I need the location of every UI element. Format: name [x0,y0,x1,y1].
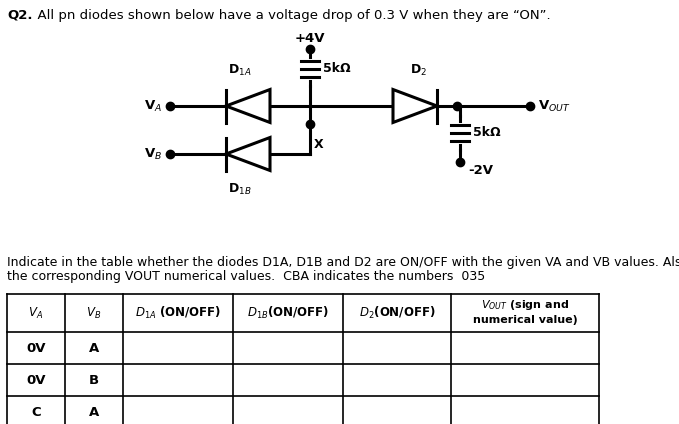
Text: Q2.: Q2. [7,9,33,22]
Polygon shape [226,137,270,170]
Polygon shape [226,89,270,123]
Text: $D_2$(ON/OFF): $D_2$(ON/OFF) [359,305,435,321]
Text: C: C [31,405,41,418]
Text: -2V: -2V [468,164,493,177]
Text: A: A [89,341,99,354]
Text: D$_2$: D$_2$ [410,63,428,78]
Text: X: X [314,138,324,151]
Text: $D_{1A}$ (ON/OFF): $D_{1A}$ (ON/OFF) [135,305,221,321]
Text: 5kΩ: 5kΩ [473,126,500,139]
Text: Indicate in the table whether the diodes D1A, D1B and D2 are ON/OFF with the giv: Indicate in the table whether the diodes… [7,256,679,269]
Text: the corresponding VOUT numerical values.  CBA indicates the numbers  035: the corresponding VOUT numerical values.… [7,270,485,283]
Text: 0V: 0V [26,374,45,387]
Text: $V_A$: $V_A$ [29,305,43,321]
Text: $V_B$: $V_B$ [86,305,102,321]
Text: 0V: 0V [26,341,45,354]
Text: B: B [89,374,99,387]
Polygon shape [393,89,437,123]
Text: +4V: +4V [295,32,325,45]
Text: V$_{OUT}$: V$_{OUT}$ [538,98,571,114]
Text: V$_B$: V$_B$ [144,146,162,162]
Text: All pn diodes shown below have a voltage drop of 0.3 V when they are “ON”.: All pn diodes shown below have a voltage… [29,9,551,22]
Text: $D_{1B}$(ON/OFF): $D_{1B}$(ON/OFF) [247,305,329,321]
Text: A: A [89,405,99,418]
Text: V$_A$: V$_A$ [144,98,162,114]
Text: D$_{1B}$: D$_{1B}$ [228,182,252,197]
Text: 5kΩ: 5kΩ [323,62,350,75]
Text: D$_{1A}$: D$_{1A}$ [228,63,252,78]
Text: $V_{OUT}$ (sign and
numerical value): $V_{OUT}$ (sign and numerical value) [473,298,577,325]
